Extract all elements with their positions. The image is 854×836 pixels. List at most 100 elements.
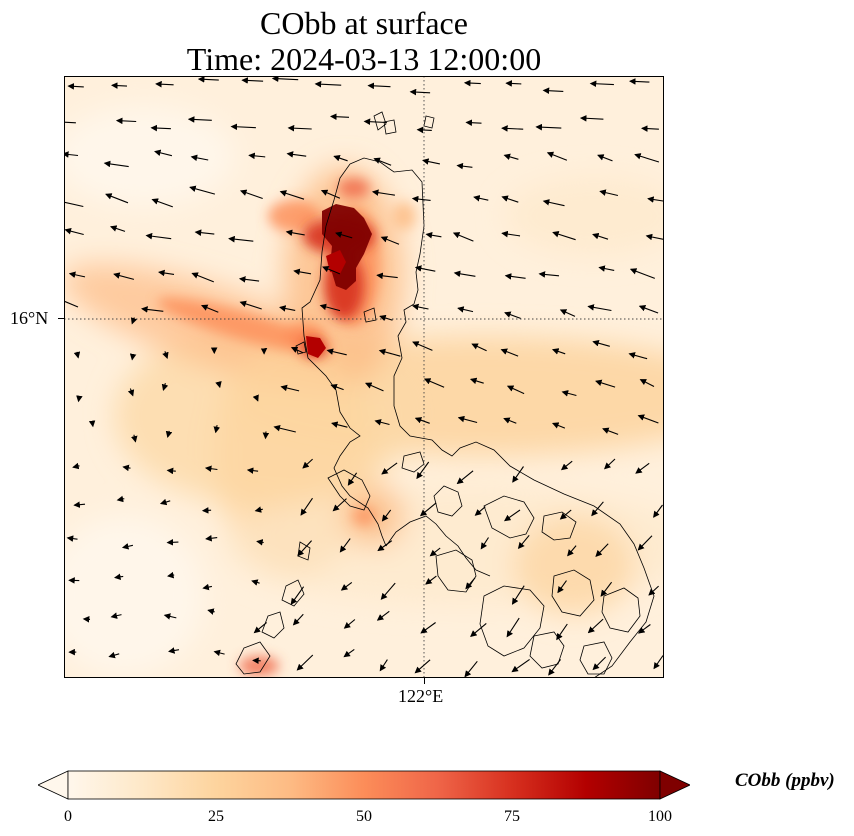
wind-arrow <box>287 124 312 132</box>
wind-arrow <box>158 269 175 277</box>
wind-arrow <box>464 660 478 678</box>
colorbar-tick-25: 25 <box>208 808 224 825</box>
wind-arrow <box>653 655 664 670</box>
wind-arrow <box>230 123 256 131</box>
wind-arrow <box>162 351 169 360</box>
wind-arrow <box>551 348 566 355</box>
ytick-label-16n: 16°N <box>10 308 49 328</box>
wind-arrow <box>189 185 216 195</box>
wind-arrow <box>163 613 177 620</box>
wind-arrow <box>416 126 432 134</box>
wind-arrow <box>253 622 268 634</box>
wind-arrow <box>64 300 79 308</box>
wind-arrow <box>592 232 609 240</box>
wind-arrow <box>501 125 524 132</box>
wind-arrow <box>411 195 431 203</box>
colorbar-tick-75: 75 <box>504 808 520 825</box>
wind-arrow <box>127 388 135 397</box>
wind-arrow <box>239 189 263 200</box>
wind-arrow <box>511 658 530 673</box>
wind-arrow <box>330 113 350 120</box>
wind-arrow <box>647 196 664 203</box>
wind-arrow <box>469 377 484 385</box>
wind-arrow <box>105 193 129 204</box>
wind-arrow <box>191 272 215 283</box>
wind-arrow <box>122 464 131 472</box>
wind-arrow <box>168 647 180 654</box>
wind-arrow <box>332 498 347 512</box>
wind-arrow <box>373 157 392 166</box>
wind-arrow <box>330 383 344 391</box>
wind-arrow <box>602 427 619 435</box>
wind-arrow <box>201 507 212 514</box>
wind-arrow <box>271 76 299 82</box>
wind-arrow <box>511 585 525 605</box>
wind-arrow <box>638 624 651 634</box>
colorbar-tick-50: 50 <box>356 808 372 825</box>
wind-arrow <box>111 82 128 89</box>
wind-arrow <box>331 421 348 428</box>
wind-arrow <box>637 535 653 551</box>
wind-arrow <box>600 581 613 597</box>
wind-arrow <box>411 303 429 311</box>
wind-arrow <box>653 504 663 518</box>
wind-arrow <box>367 82 391 90</box>
wind-arrow <box>376 610 390 621</box>
wind-arrow <box>248 152 266 160</box>
wind-arrow <box>538 271 560 278</box>
wind-arrow <box>377 540 393 552</box>
wind-arrow <box>504 311 521 319</box>
wind-arrow <box>166 539 179 546</box>
wind-arrow <box>414 659 431 674</box>
wind-arrow <box>591 501 604 517</box>
wind-arrow <box>592 339 610 347</box>
wind-arrow <box>561 390 577 397</box>
wind-arrow <box>412 341 433 351</box>
wind-arrow <box>474 506 486 516</box>
wind-arrow <box>500 348 519 357</box>
wind-arrow <box>114 573 124 581</box>
wind-arrow <box>296 654 314 671</box>
wind-arrow <box>374 419 390 426</box>
wind-arrow <box>381 462 398 475</box>
wind-arrow <box>376 272 398 280</box>
wind-arrow <box>453 270 476 278</box>
wind-arrow <box>141 306 164 313</box>
wind-arrow <box>200 304 219 313</box>
wind-arrow <box>76 395 83 403</box>
wind-arrow <box>409 88 431 96</box>
wind-arrow <box>371 189 395 196</box>
wind-arrow <box>64 199 84 208</box>
wind-arrow <box>161 383 169 391</box>
wind-arrow <box>280 384 300 392</box>
wind-arrow <box>457 415 478 424</box>
wind-arrow <box>159 498 171 506</box>
wind-arrow <box>167 571 175 579</box>
wind-arrow <box>320 189 341 199</box>
wind-arrow <box>205 534 218 542</box>
wind-arrow <box>302 458 313 469</box>
colorbar-tick-0: 0 <box>64 808 72 825</box>
wind-arrow <box>113 272 135 280</box>
wind-arrow <box>501 195 519 203</box>
wind-arrow <box>559 509 572 520</box>
ytick-mark <box>58 318 64 319</box>
wind-arrow <box>505 80 522 87</box>
wind-arrow <box>150 124 171 132</box>
graticule <box>64 76 664 678</box>
wind-arrow <box>129 353 137 361</box>
wind-arrow <box>335 231 353 239</box>
wind-arrow <box>194 229 215 236</box>
wind-arrow <box>503 417 517 424</box>
colorbar-label: CObb (ppbv) <box>735 770 835 791</box>
map-plot-area[interactable] <box>64 76 664 678</box>
wind-arrow <box>347 472 358 486</box>
wind-arrow <box>145 232 172 240</box>
wind-arrow <box>629 268 655 279</box>
colorbar-extend-min <box>38 770 69 800</box>
wind-arrow <box>465 577 476 590</box>
wind-arrow <box>115 117 137 125</box>
wind-arrow <box>314 80 342 88</box>
wind-arrow <box>559 309 576 317</box>
wind-arrow <box>641 125 659 132</box>
